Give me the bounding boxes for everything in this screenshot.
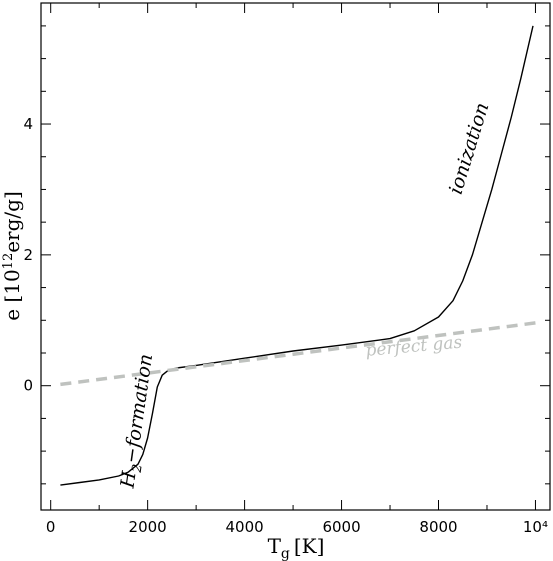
y-axis-label-unit: erg/g] — [0, 191, 24, 253]
ionization-annotation: ionization — [445, 100, 494, 197]
plot-frame — [40, 2, 551, 511]
perfect-gas-annotation: perfect gas — [365, 332, 464, 360]
x-axis-label-sub: g — [281, 546, 290, 561]
annotation-rest: −formation — [120, 352, 157, 464]
x-tick-label: 2000 — [129, 518, 167, 536]
x-tick-label: 8000 — [419, 518, 457, 536]
y-tick-label: 2 — [23, 246, 33, 264]
x-axis-label-unit: [K] — [294, 534, 325, 558]
y-axis-label-main: e [10 — [0, 269, 24, 320]
perfect-gas-line — [60, 321, 536, 387]
annotation-main: H — [116, 469, 140, 490]
annotation-sub: 2 — [130, 463, 146, 474]
y-tick-label: 0 — [23, 377, 33, 395]
x-axis-label: Tg [K] — [268, 534, 325, 561]
y-axis-label-sup: 12 — [1, 253, 16, 270]
x-tick-label: 0 — [46, 518, 56, 536]
x-tick-label: 4000 — [226, 518, 264, 536]
h2-formation-annotation: H2−formation — [116, 352, 161, 490]
x-tick-label: 10⁴ — [523, 518, 548, 536]
x-tick-label: 6000 — [322, 518, 360, 536]
y-tick-label: 4 — [23, 115, 33, 133]
x-axis-label-main: T — [268, 534, 282, 558]
energy-curve — [60, 25, 534, 486]
y-axis-label: e [1012erg/g] — [0, 191, 24, 321]
